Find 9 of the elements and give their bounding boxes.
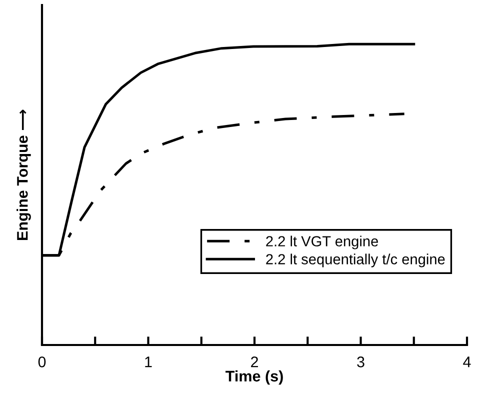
x-tick-label: 3 — [357, 356, 364, 368]
x-tick-label: 0 — [38, 356, 46, 368]
x-axis-title: Time (s) — [226, 370, 283, 385]
legend-label: 2.2 lt VGT engine — [266, 236, 378, 250]
legend-label: 2.2 lt sequentially t/c engine — [266, 254, 445, 268]
x-tick-label: 2 — [251, 356, 258, 368]
y-axis-title: Engine Torque ⟶ — [16, 110, 31, 240]
x-tick-label: 4 — [463, 356, 471, 368]
x-tick-label: 1 — [145, 356, 152, 368]
